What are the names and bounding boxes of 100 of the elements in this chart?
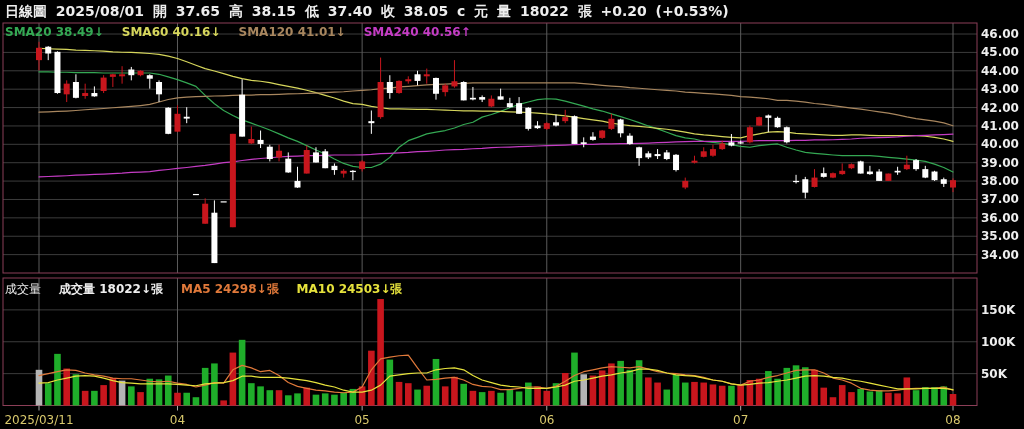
candlestick [109,73,116,88]
y-tick-label: 45.00 [981,45,1019,60]
bar [801,367,809,406]
line-series [38,354,954,394]
bar [63,368,70,406]
bar [183,392,191,406]
bar [266,390,274,406]
bar [912,390,920,406]
bar [709,384,717,406]
bar [718,385,726,406]
bar [672,374,680,406]
bar [617,360,624,406]
x-tick-label: 2025/03/11 [4,412,74,427]
bar [645,377,652,406]
bar [128,386,135,406]
bar [100,385,107,406]
bar [368,350,375,406]
bar [460,383,467,406]
bar [608,363,615,406]
bar [663,389,671,406]
bar [321,393,329,406]
candlestick [202,197,209,225]
bar [469,390,477,406]
bar [220,400,227,406]
line-series [38,71,954,173]
candlestick [276,144,283,162]
candlestick [811,168,818,189]
text: SMA20 38.49↓ [5,25,104,39]
bar [137,392,144,406]
bar [691,381,698,406]
bar [580,374,588,406]
bar [561,372,569,406]
y-tick-label: 34.00 [981,247,1019,262]
candlestick [802,176,809,199]
text: SMA240 40.56↑ [363,25,471,39]
candlestick [156,79,163,103]
text: MA10 24503↓張 [296,282,404,296]
bar [451,376,458,406]
y-tick-label: 43.00 [981,82,1019,97]
bar [54,353,61,406]
bar [488,390,495,406]
bar [377,299,384,406]
bar [211,363,218,406]
candlestick [386,74,393,100]
chart-subtitle: 成交量 18022↓張 [58,282,164,296]
bar [441,386,449,406]
candlestick [285,151,292,174]
bar [248,383,255,406]
bar [829,397,837,406]
bar [275,390,283,406]
bar [146,378,154,406]
x-tick-label: 05 [354,412,370,427]
candlestick [63,79,70,103]
bar [728,385,735,406]
bar [164,375,172,406]
y-tick-label: 36.00 [981,210,1019,225]
bar [885,392,892,406]
candlestick [174,104,181,133]
x-tick-label: 07 [733,412,749,427]
candlestick [303,145,310,175]
bar [737,384,744,406]
bar [543,390,551,406]
candlestick [119,65,126,85]
bar [700,382,708,406]
bar [515,391,523,406]
bar [765,371,772,406]
y-tick-label: 38.00 [981,174,1019,189]
candlestick [36,41,42,71]
y-tick-label: 46.00 [981,27,1019,42]
bar [894,393,901,406]
bar [294,393,301,406]
y-tick-label: 150K [981,302,1017,317]
line-series [38,133,954,178]
y-tick-label: 44.00 [981,63,1019,78]
bar [414,389,421,406]
bar [838,385,846,406]
bar [931,387,938,406]
y-tick-label: 42.00 [981,100,1019,115]
text: SMA120 41.01↓ [238,25,346,39]
bar [478,392,486,406]
bar [654,382,661,406]
bar [303,387,311,406]
bar [44,383,52,406]
bar [598,370,606,406]
bar [922,387,929,406]
text: MA5 24298↓張 [180,282,280,296]
bar [331,394,338,406]
bar [174,392,181,406]
y-tick-label: 37.00 [981,192,1019,207]
bar [257,386,264,406]
candlestick [589,131,596,142]
candlestick [72,73,79,99]
bar [681,382,689,406]
y-tick-label: 100K [981,334,1017,349]
bar [91,390,98,406]
bar [820,387,828,406]
bar [811,369,818,406]
bar [423,385,431,406]
y-tick-label: 40.00 [981,137,1019,152]
bar [81,390,89,406]
